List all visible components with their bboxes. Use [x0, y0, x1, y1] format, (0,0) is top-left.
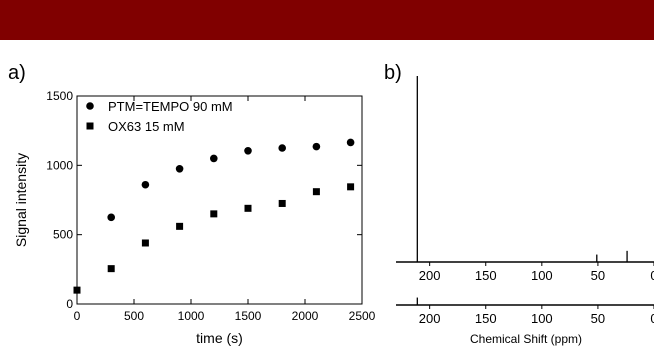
point-square: [312, 188, 320, 196]
point-circle: [210, 154, 218, 163]
title-banner: [0, 0, 654, 40]
ppm-tick-label-150: 150: [475, 311, 497, 326]
panel-a-label: a): [8, 62, 26, 84]
legend-label: OX63 15 mM: [108, 119, 185, 134]
y-tick-label-1000: 1000: [46, 158, 73, 172]
point-circle: [175, 165, 184, 173]
y-tick-label-1500: 1500: [46, 89, 73, 103]
ppm-tick-label-150: 150: [475, 268, 497, 283]
point-square: [278, 199, 286, 207]
point-square: [107, 265, 115, 273]
point-circle: [141, 180, 150, 189]
ppm-tick-label-200: 200: [419, 311, 441, 326]
y-tick-label-0: 0: [66, 297, 73, 311]
ppm-tick-label-100: 100: [531, 268, 553, 283]
point-square: [176, 222, 184, 230]
x-tick-label-1500: 1500: [235, 309, 262, 323]
point-circle: [346, 138, 355, 147]
y-axis-label: Signal intensity: [13, 153, 29, 247]
ppm-tick-label-50: 50: [591, 268, 605, 283]
point-circle: [278, 144, 287, 152]
ppm-tick-label-100: 100: [531, 311, 553, 326]
ppm-tick-label-0: 0: [650, 268, 654, 283]
point-circle: [107, 213, 115, 222]
y-tick-label-500: 500: [53, 228, 73, 242]
ppm-tick-label-200: 200: [419, 268, 441, 283]
x-axis-label: time (s): [196, 330, 243, 346]
point-circle: [244, 146, 252, 155]
point-square: [141, 239, 149, 247]
ppm-tick-label-0: 0: [650, 311, 654, 326]
x-tick-label-2000: 2000: [292, 309, 319, 323]
legend-marker-square: [86, 122, 94, 130]
panel-b-label: b): [384, 62, 402, 84]
x-tick-label-0: 0: [74, 309, 81, 323]
x-tick-label-500: 500: [124, 309, 144, 323]
legend-label: PTM=TEMPO 90 mM: [108, 99, 233, 114]
x-tick-label-2500: 2500: [349, 309, 376, 323]
point-square: [347, 183, 355, 191]
legend-marker-circle: [86, 102, 94, 110]
ppm-axis-label: Chemical Shift (ppm): [470, 332, 582, 346]
point-square: [73, 286, 81, 294]
point-circle: [312, 142, 321, 151]
point-square: [244, 204, 252, 212]
x-tick-label-1000: 1000: [178, 309, 205, 323]
point-square: [210, 210, 218, 218]
ppm-tick-label-50: 50: [591, 311, 605, 326]
plot-a-frame: [76, 95, 363, 305]
